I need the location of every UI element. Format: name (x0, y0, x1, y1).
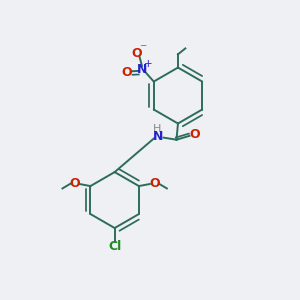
Text: H: H (153, 124, 161, 134)
Text: O: O (69, 177, 80, 190)
Text: O: O (189, 128, 200, 141)
Text: ⁻: ⁻ (140, 42, 147, 56)
Text: O: O (131, 47, 142, 60)
Text: N: N (153, 130, 164, 143)
Text: N: N (137, 63, 147, 76)
Text: O: O (150, 177, 160, 190)
Text: Cl: Cl (108, 240, 121, 253)
Text: O: O (121, 66, 132, 79)
Text: +: + (144, 59, 153, 70)
